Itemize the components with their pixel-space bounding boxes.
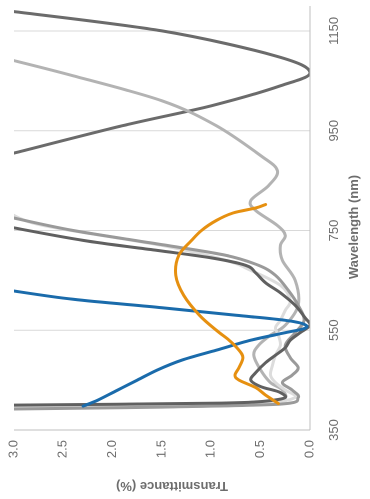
x-tick-label: 550	[326, 319, 341, 341]
x-tick-label: 1150	[326, 17, 341, 45]
y-tick-label: 2.5	[55, 440, 70, 458]
x-tick-labels: 350 550 750 950 1150	[326, 17, 341, 441]
y-tick-label: 3.0	[5, 440, 20, 458]
x-tick-label: 350	[326, 419, 341, 441]
series-line-2	[14, 59, 301, 410]
y-tick-labels: 0.0 0.5 1.0 1.5 2.0 2.5 3.0	[5, 440, 316, 458]
series-line-7	[174, 203, 280, 406]
grid	[14, 30, 310, 331]
x-tick-label: 950	[326, 120, 341, 142]
plot-frame	[14, 6, 311, 431]
y-tick-label: 1.5	[153, 440, 168, 458]
series-line-5	[14, 226, 310, 407]
y-tick-label: 2.0	[104, 440, 119, 458]
y-tick-label: 0.5	[252, 440, 267, 458]
y-tick-label: 0.0	[301, 440, 316, 458]
series-group	[14, 10, 310, 411]
series-line-6	[14, 289, 309, 408]
series-line-4	[14, 216, 306, 411]
y-tick-label: 1.0	[203, 440, 218, 458]
series-line-1	[14, 10, 310, 155]
x-axis-title: Wavelength (nm)	[346, 175, 361, 279]
x-tick-label: 750	[326, 220, 341, 242]
y-axis-title: Transmittance (%)	[116, 479, 228, 494]
